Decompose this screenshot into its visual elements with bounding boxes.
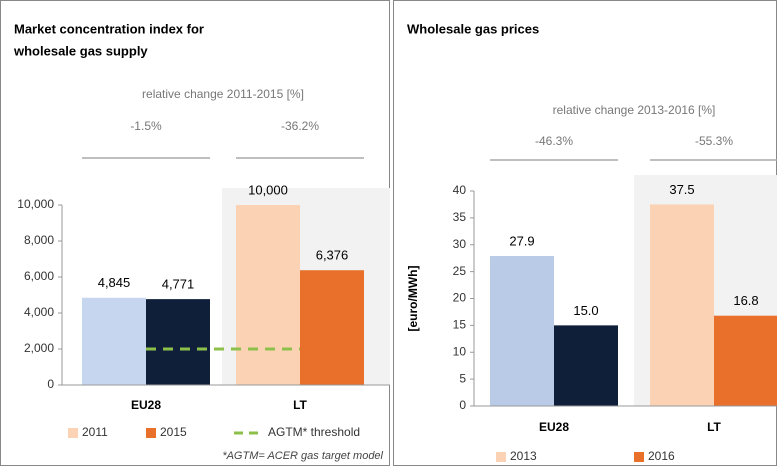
y-axis-label: [euro/MWh] — [406, 266, 420, 332]
legend-label: AGTM* threshold — [268, 425, 360, 439]
change-label: -36.2% — [281, 119, 319, 133]
data-label: 27.9 — [509, 233, 534, 248]
change-label: -1.5% — [130, 119, 162, 133]
bar — [490, 256, 554, 406]
footnote: *AGTM= ACER gas target model — [222, 450, 383, 462]
chart-title: wholesale gas supply — [13, 43, 148, 58]
bar — [300, 270, 364, 385]
data-label: 4,845 — [98, 275, 131, 290]
legend-label: 2016 — [648, 449, 675, 463]
y-tick-label: 40 — [453, 183, 467, 197]
legend-swatch — [496, 452, 506, 462]
legend-label: 2013 — [510, 449, 537, 463]
bar — [236, 205, 300, 385]
y-tick-label: 35 — [453, 210, 467, 224]
data-label: 6,376 — [316, 248, 349, 263]
subtitle: relative change 2011-2015 [%] — [142, 87, 304, 101]
x-tick-label: EU28 — [131, 398, 161, 412]
change-label: -46.3% — [535, 134, 573, 148]
x-tick-label: LT — [293, 398, 307, 412]
data-label: 16.8 — [733, 293, 758, 308]
y-tick-label: 0 — [459, 398, 466, 412]
legend-swatch — [146, 428, 156, 438]
legend-swatch — [634, 452, 644, 462]
data-label: 10,000 — [248, 182, 288, 197]
bar — [650, 204, 714, 406]
chart-title: Wholesale gas prices — [407, 21, 539, 36]
x-tick-label: EU28 — [539, 420, 569, 434]
legend-swatch — [68, 428, 78, 438]
data-label: 4,771 — [162, 277, 195, 292]
bar — [554, 325, 618, 406]
bar — [714, 315, 777, 406]
legend-label: 2011 — [82, 425, 108, 439]
y-tick-label: 30 — [453, 237, 467, 251]
legend-label: 2015 — [160, 425, 187, 439]
y-tick-label: 6,000 — [24, 269, 54, 283]
y-tick-label: 2,000 — [24, 341, 54, 355]
y-tick-label: 10,000 — [17, 197, 54, 211]
y-tick-label: 5 — [459, 371, 466, 385]
y-tick-label: 10 — [453, 344, 467, 358]
data-label: 15.0 — [573, 303, 598, 318]
x-tick-label: LT — [707, 420, 721, 434]
y-tick-label: 20 — [453, 291, 467, 305]
y-tick-label: 4,000 — [24, 305, 54, 319]
y-tick-label: 0 — [47, 377, 54, 391]
y-tick-label: 15 — [453, 318, 467, 332]
bar — [82, 297, 146, 385]
y-tick-label: 8,000 — [24, 233, 54, 247]
y-tick-label: 25 — [453, 264, 467, 278]
chart-title: Market concentration index for — [14, 21, 204, 36]
data-label: 37.5 — [669, 182, 694, 197]
change-label: -55.3% — [695, 134, 733, 148]
subtitle: relative change 2013-2016 [%] — [553, 103, 716, 117]
bar — [146, 299, 210, 385]
